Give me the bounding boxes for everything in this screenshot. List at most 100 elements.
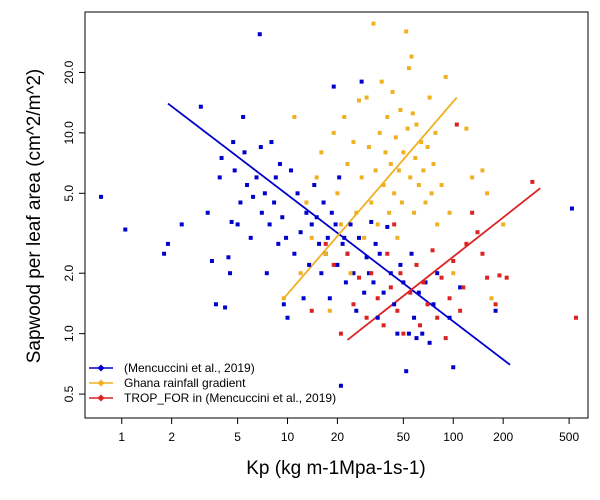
data-point [327, 308, 332, 313]
data-point [398, 107, 403, 112]
data-point [319, 150, 324, 155]
x-tick-label: 5 [234, 430, 241, 444]
legend-marker [97, 379, 105, 387]
data-point [405, 126, 410, 131]
series-2-points [309, 122, 578, 341]
data-point [420, 331, 425, 336]
data-point [276, 241, 281, 246]
data-points [99, 21, 578, 388]
data-point [497, 273, 502, 278]
data-point [304, 210, 309, 215]
data-point [338, 383, 343, 388]
x-axis: 1 2 5 10 20 50 100 200 500 [118, 418, 579, 444]
data-point [331, 262, 336, 267]
data-point [345, 161, 350, 166]
data-point [325, 235, 330, 240]
data-point [493, 302, 498, 307]
data-point [354, 308, 359, 313]
y-tick-label: 10.0 [62, 121, 76, 145]
data-point [398, 262, 403, 267]
data-point [395, 308, 400, 313]
data-point [431, 302, 436, 307]
data-point [267, 222, 272, 227]
data-point [447, 296, 452, 301]
data-point [388, 271, 393, 276]
data-point [369, 219, 374, 224]
data-point [327, 296, 332, 301]
data-point [351, 302, 356, 307]
data-point [248, 235, 253, 240]
data-point [264, 271, 269, 276]
data-point [366, 145, 371, 150]
data-point [409, 54, 414, 59]
data-point [123, 227, 128, 232]
data-point [364, 315, 369, 320]
data-point [259, 210, 264, 215]
data-point [399, 200, 404, 205]
data-point [229, 219, 234, 224]
data-point [258, 145, 263, 150]
data-point [213, 302, 218, 307]
data-point [309, 222, 314, 227]
data-point [217, 175, 222, 180]
data-point [357, 98, 362, 103]
data-point [179, 222, 184, 227]
data-point [406, 66, 411, 71]
legend-label: Ghana rainfall gradient [124, 376, 246, 390]
data-point [387, 210, 392, 215]
y-tick-label: 2.0 [62, 265, 76, 282]
data-point [342, 114, 347, 119]
data-point [254, 175, 259, 180]
data-point [425, 302, 430, 307]
data-point [412, 210, 417, 215]
data-point [404, 369, 409, 374]
data-point [304, 200, 309, 205]
data-point [419, 140, 424, 145]
data-point [430, 248, 435, 253]
data-point [435, 222, 440, 227]
data-point [338, 222, 343, 227]
data-point [371, 280, 376, 285]
legend-marker [97, 394, 105, 402]
data-point [314, 215, 319, 220]
data-point [329, 210, 334, 215]
data-point [323, 241, 328, 246]
data-point [99, 194, 104, 199]
data-point [416, 182, 421, 187]
x-tick-label: 1 [118, 430, 125, 444]
data-point [198, 104, 203, 109]
y-tick-label: 20.0 [62, 60, 76, 84]
data-point [427, 95, 432, 100]
data-point [219, 155, 224, 160]
data-point [573, 315, 578, 320]
data-point [451, 271, 456, 276]
data-point [373, 241, 378, 246]
data-point [251, 194, 256, 199]
data-point [530, 179, 535, 184]
data-point [385, 114, 390, 119]
data-point [458, 308, 463, 313]
data-point [480, 168, 485, 173]
data-point [392, 222, 397, 227]
legend-item: Ghana rainfall gradient [89, 376, 246, 390]
data-point [406, 331, 411, 336]
data-point [475, 230, 480, 235]
data-point [435, 271, 440, 276]
x-tick-label: 2 [168, 430, 175, 444]
data-point [381, 182, 386, 187]
data-point [232, 168, 237, 173]
data-point [425, 145, 430, 150]
data-point [307, 262, 312, 267]
data-point [340, 241, 345, 246]
data-point [404, 29, 409, 34]
x-axis-title: Kp (kg m-1Mpa-1s-1) [246, 458, 426, 479]
y-tick-label: 0.5 [62, 385, 76, 402]
data-point [408, 290, 413, 295]
data-point [401, 331, 406, 336]
legend: (Mencuccini et al., 2019)Ghana rainfall … [89, 361, 336, 405]
data-point [285, 315, 290, 320]
data-point [447, 210, 452, 215]
data-point [416, 290, 421, 295]
x-tick-label: 10 [281, 430, 295, 444]
data-point [379, 79, 384, 84]
